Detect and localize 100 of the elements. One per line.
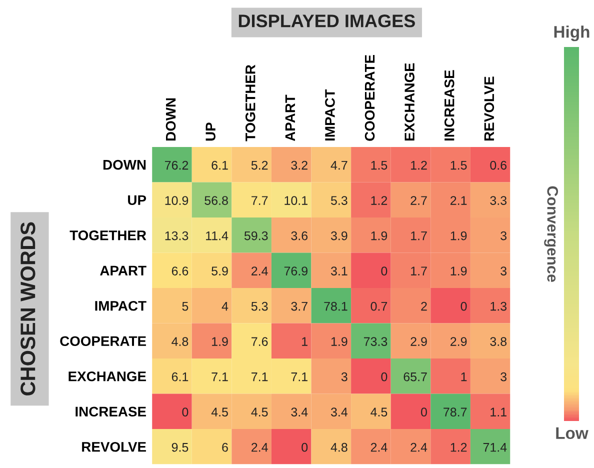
y-tick-label: UP (128, 195, 146, 206)
data-label: 78.7 (444, 408, 467, 416)
data-label: 4.5 (370, 408, 388, 416)
x-tick-label: DOWN (166, 98, 176, 140)
data-label: 3.1 (330, 266, 348, 276)
y-tick-label: DOWN (103, 160, 146, 170)
y-tick-label: TOGETHER (70, 230, 146, 240)
data-label: 6 (222, 442, 228, 452)
data-label: 3.9 (330, 231, 348, 240)
data-label: 71.4 (483, 443, 507, 452)
y-tick-label: COOPERATE (60, 336, 146, 346)
data-label: 65.7 (404, 372, 427, 382)
data-label: 10.9 (165, 196, 188, 205)
data-label: 1.7 (411, 231, 427, 240)
data-label: 3.4 (291, 408, 308, 416)
x-tick-label: REVOLVE (484, 76, 494, 140)
data-label: 3.2 (291, 160, 308, 170)
data-label: 7.1 (252, 372, 268, 382)
chart-title: DISPLAYED IMAGES (238, 14, 415, 28)
data-label: 3.8 (490, 337, 507, 346)
data-label: 1.5 (371, 160, 388, 170)
data-label: 6.1 (212, 160, 228, 170)
data-label: 7.6 (252, 337, 268, 346)
data-label: 1.9 (371, 231, 388, 240)
data-label: 13.3 (165, 231, 188, 240)
data-label: 7.1 (291, 372, 308, 382)
data-label: 1.2 (371, 196, 388, 205)
data-label: 1.2 (411, 160, 427, 170)
data-label: 3 (500, 372, 507, 382)
data-label: 3 (341, 372, 348, 382)
data-label: 1.2 (450, 442, 467, 452)
data-label: 5.3 (330, 196, 348, 205)
x-tick-label: TOGETHER (245, 64, 256, 142)
data-label: 2.1 (450, 196, 467, 205)
data-label: 59.3 (244, 231, 268, 240)
data-label: 0 (381, 372, 388, 382)
data-label: 5 (182, 302, 188, 311)
data-label: 0 (182, 408, 188, 416)
data-label: 5.3 (251, 302, 268, 311)
data-label: 76.9 (284, 266, 308, 276)
data-label: 2.4 (252, 266, 268, 276)
data-label: 3.3 (490, 196, 507, 205)
x-tick-label: INCREASE (444, 70, 454, 140)
data-label: 4.8 (172, 337, 188, 346)
y-tick-label: APART (100, 266, 146, 276)
data-label: 1.9 (450, 231, 467, 240)
data-label: 3 (500, 231, 507, 240)
y-tick-label: INCREASE (76, 406, 146, 417)
data-label: 73.3 (364, 337, 388, 346)
data-label: 4.7 (330, 160, 348, 170)
x-tick-label: UP (206, 122, 216, 141)
data-label: 1.3 (490, 302, 507, 311)
data-label: 4.5 (251, 408, 268, 416)
data-label: 78.1 (324, 302, 348, 311)
data-label: 7.7 (252, 196, 268, 205)
data-label: 0 (302, 442, 308, 452)
text: High (554, 26, 590, 42)
data-label: 2.4 (252, 442, 268, 452)
data-label: 2.4 (410, 442, 428, 452)
data-label: 2.7 (410, 196, 427, 205)
x-tick-label: IMPACT (325, 89, 335, 140)
data-label: 1.9 (331, 337, 348, 346)
data-label: 3.4 (330, 408, 348, 416)
data-label: 3 (500, 266, 507, 276)
data-label: 0 (460, 302, 467, 311)
data-label: 0 (421, 408, 427, 416)
x-tick-label: APART (285, 94, 295, 142)
data-label: 0.7 (370, 302, 388, 311)
data-label: 1 (302, 337, 308, 346)
data-label: 5.9 (212, 266, 228, 276)
text: Low (556, 427, 588, 440)
data-label: 5.2 (251, 160, 268, 170)
data-label: 3.6 (291, 231, 308, 240)
data-label: 2.9 (410, 337, 427, 346)
data-label: 6.1 (172, 372, 188, 382)
data-label: 1.5 (450, 160, 467, 170)
data-label: 4.5 (211, 408, 228, 416)
data-label: 1 (461, 372, 467, 382)
data-label: 1.7 (411, 266, 427, 276)
y-tick-label: EXCHANGE (68, 371, 146, 382)
data-label: 56.8 (204, 196, 228, 205)
x-tick-label: EXCHANGE (404, 63, 414, 140)
data-label: 6.6 (172, 266, 188, 276)
data-label: 2.4 (370, 442, 388, 452)
data-label: 2 (421, 302, 427, 311)
data-label: 0 (381, 266, 388, 276)
data-label: 1.9 (212, 337, 228, 346)
y-axis-title: CHOSEN WORDS (20, 222, 36, 396)
data-label: 0.6 (490, 160, 507, 170)
data-label: 1.9 (450, 266, 467, 276)
y-tick-label: IMPACT (95, 300, 146, 311)
data-label: 4.8 (330, 442, 348, 452)
data-label: 7.1 (212, 372, 228, 382)
data-label: 9.5 (172, 442, 188, 452)
color-bar-title: Convergence (544, 186, 558, 282)
data-label: 4 (222, 302, 228, 311)
data-label: 2.9 (450, 337, 467, 346)
y-tick-label: REVOLVE (82, 442, 146, 452)
data-label: 11.4 (206, 231, 228, 240)
data-label: 1.1 (490, 408, 506, 416)
